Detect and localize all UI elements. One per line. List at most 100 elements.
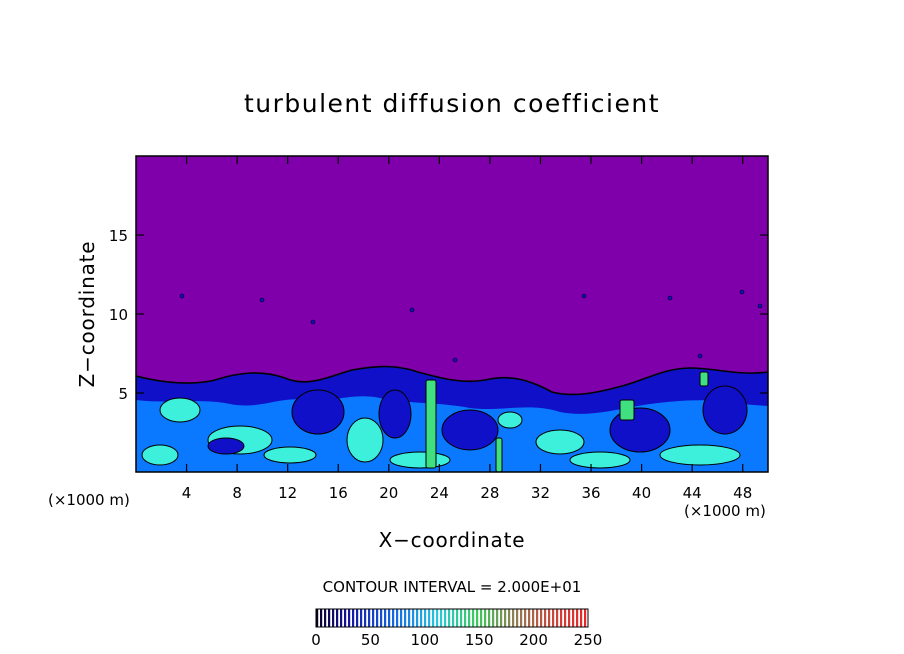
eddy xyxy=(389,451,451,469)
colorbar-swatch xyxy=(568,609,571,627)
eddy xyxy=(378,389,412,439)
colorbar-tick-label: 250 xyxy=(574,631,603,649)
colorbar-swatch xyxy=(416,609,419,627)
colorbar-tick-label: 100 xyxy=(410,631,439,649)
x-tick-label: 16 xyxy=(329,484,348,502)
colorbar-tick-label: 150 xyxy=(465,631,494,649)
eddy xyxy=(346,417,384,463)
colorbar-swatch xyxy=(472,609,475,627)
x-tick-label: 48 xyxy=(733,484,752,502)
colorbar-swatch xyxy=(444,609,447,627)
x-unit-left: (×1000 m) xyxy=(48,491,130,509)
eddy xyxy=(263,446,317,464)
colorbar-swatch xyxy=(432,609,435,627)
colorbar-swatch xyxy=(332,609,335,627)
x-tick-label: 8 xyxy=(232,484,242,502)
colorbar-swatch xyxy=(356,609,359,627)
colorbar-swatch xyxy=(544,609,547,627)
x-tick-label: 20 xyxy=(379,484,398,502)
colorbar-swatch xyxy=(372,609,375,627)
colorbar-swatch xyxy=(328,609,331,627)
chart-title: turbulent diffusion coefficient xyxy=(244,89,660,118)
y-axis-label: Z−coordinate xyxy=(75,241,99,388)
colorbar-swatch xyxy=(436,609,439,627)
colorbar-swatch xyxy=(360,609,363,627)
x-tick-label: 40 xyxy=(632,484,651,502)
colorbar-swatch xyxy=(520,609,523,627)
colorbar-swatch xyxy=(320,609,323,627)
eddy xyxy=(535,429,585,455)
speck xyxy=(667,295,673,301)
upper-specks xyxy=(179,289,763,363)
colorbar-tick-label: 200 xyxy=(519,631,548,649)
layer-top-contour xyxy=(136,365,768,396)
turbulence-field xyxy=(136,289,768,472)
colorbar-swatch xyxy=(572,609,575,627)
colorbar-swatch xyxy=(524,609,527,627)
eddy xyxy=(141,444,179,466)
eddy xyxy=(659,444,741,466)
colorbar-swatch xyxy=(476,609,479,627)
colorbar-swatch xyxy=(460,609,463,627)
streak xyxy=(619,399,635,421)
speck xyxy=(179,293,185,299)
x-tick-label: 36 xyxy=(581,484,600,502)
x-tick-label: 44 xyxy=(683,484,702,502)
x-tick-label: 4 xyxy=(182,484,192,502)
speck xyxy=(697,353,703,359)
speck xyxy=(409,307,415,313)
colorbar-swatch xyxy=(584,609,587,627)
eddy xyxy=(207,437,245,455)
streak xyxy=(425,379,437,469)
colorbar-swatch xyxy=(420,609,423,627)
colorbar-swatch xyxy=(448,609,451,627)
colorbar-tick-label: 50 xyxy=(361,631,380,649)
colorbar-swatch xyxy=(480,609,483,627)
colorbar-swatch xyxy=(364,609,367,627)
y-axis: 5 10 15 xyxy=(109,227,768,403)
colorbar-swatch xyxy=(384,609,387,627)
colorbar-swatch xyxy=(412,609,415,627)
colorbar-swatch xyxy=(580,609,583,627)
colorbar-swatch xyxy=(556,609,559,627)
colorbar-swatch xyxy=(428,609,431,627)
colorbar-swatch xyxy=(376,609,379,627)
colorbar-frame xyxy=(315,608,589,628)
contour-interval-label: CONTOUR INTERVAL = 2.000E+01 xyxy=(323,578,582,596)
colorbar-swatch xyxy=(576,609,579,627)
x-tick-label: 24 xyxy=(430,484,449,502)
colorbar-swatch xyxy=(552,609,555,627)
colorbar-swatch xyxy=(504,609,507,627)
eddy-group xyxy=(141,385,748,469)
colorbar-swatch xyxy=(340,609,343,627)
colorbar-swatch xyxy=(492,609,495,627)
colorbar-swatch xyxy=(344,609,347,627)
colorbar-swatch xyxy=(540,609,543,627)
colorbar-swatch xyxy=(548,609,551,627)
colorbar-tick-label: 0 xyxy=(311,631,321,649)
eddy xyxy=(609,407,671,453)
colorbar-swatch xyxy=(388,609,391,627)
colorbar-swatch xyxy=(380,609,383,627)
colorbar-swatch xyxy=(484,609,487,627)
colorbar-swatch xyxy=(464,609,467,627)
speck xyxy=(757,303,763,309)
colorbar xyxy=(315,608,589,628)
x-axis-label: X−coordinate xyxy=(379,528,526,552)
colorbar-swatch xyxy=(352,609,355,627)
x-tick-label: 12 xyxy=(278,484,297,502)
colorbar-swatch xyxy=(368,609,371,627)
eddy xyxy=(702,385,748,435)
colorbar-swatch xyxy=(408,609,411,627)
colorbar-swatch xyxy=(404,609,407,627)
x-axis: 4 8 12 16 20 24 28 32 36 40 44 48 xyxy=(182,156,752,502)
speck xyxy=(581,293,587,299)
streak xyxy=(495,437,503,472)
eddy xyxy=(441,409,499,451)
x-tick-label: 28 xyxy=(480,484,499,502)
high-diffusion-streaks xyxy=(425,371,709,472)
colorbar-swatch xyxy=(516,609,519,627)
colorbar-swatch xyxy=(512,609,515,627)
